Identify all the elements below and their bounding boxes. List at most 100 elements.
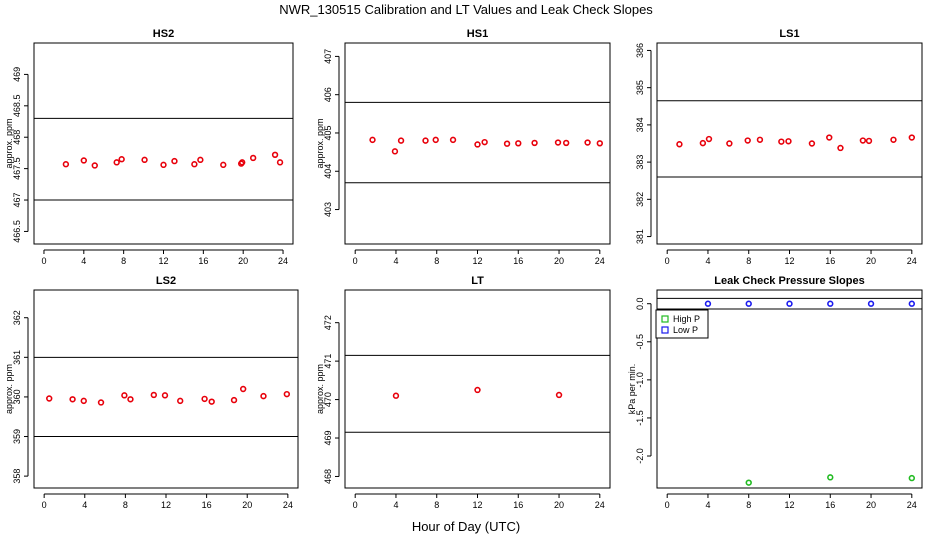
y-tick-label: 386: [635, 43, 645, 58]
x-tick-label: 4: [393, 256, 398, 266]
x-tick-label: 8: [746, 256, 751, 266]
y-axis-label: approx. ppm: [315, 364, 325, 414]
data-point: [704, 300, 712, 307]
x-tick-label: 20: [554, 256, 564, 266]
data-point: [238, 159, 246, 166]
y-tick-label: -1.0: [635, 372, 645, 388]
x-tick-label: 12: [784, 500, 794, 510]
x-tick-label: 12: [158, 256, 168, 266]
data-point: [432, 136, 439, 144]
x-tick-label: 12: [472, 500, 482, 510]
x-tick-label: 16: [198, 256, 208, 266]
data-point: [596, 140, 604, 147]
panel-hs1: HS1 0 4 8 12 16 20 24 403 404 405 406 407 approx. ppm: [315, 28, 611, 266]
data-point: [177, 397, 184, 405]
y-tick-label: 472: [323, 315, 333, 330]
y-tick-label: 469: [323, 431, 333, 446]
data-point: [422, 137, 429, 144]
data-point: [220, 161, 227, 169]
data-point: [837, 144, 844, 152]
y-tick-label: 382: [635, 192, 645, 207]
x-tick-label: 20: [866, 500, 876, 510]
x-tick-label: 24: [283, 500, 293, 510]
panel-ls1: LS1 0 4 8 12 16 20 24 381 382 383 384 385 386: [635, 28, 923, 266]
data-point: [276, 159, 284, 166]
x-tick-label: 16: [825, 500, 835, 510]
y-tick-label: 471: [323, 354, 333, 369]
y-tick-label: 385: [635, 80, 645, 95]
x-tick-label: 12: [161, 500, 171, 510]
legend-marker: [661, 315, 669, 323]
data-point: [141, 156, 148, 164]
x-axis: 0 4 8 12 16 20 24: [353, 249, 605, 266]
data-point: [865, 137, 873, 145]
data-point: [562, 139, 570, 147]
data-point: [69, 396, 76, 403]
data-point: [785, 138, 792, 145]
data-point: [271, 151, 279, 159]
data-point: [80, 397, 87, 405]
data-point: [778, 138, 785, 145]
panel-title: HS1: [467, 28, 488, 40]
y-tick-label: 362: [12, 310, 22, 325]
data-point: [150, 391, 158, 399]
x-tick-label: 4: [393, 500, 398, 510]
y-tick-label: -1.5: [635, 410, 645, 426]
data-point: [392, 392, 400, 399]
panel-frame: [344, 42, 611, 245]
panel-title: HS2: [153, 28, 174, 40]
data-point: [239, 385, 247, 393]
data-point: [397, 137, 405, 144]
y-tick-label: 470: [323, 392, 333, 407]
y-tick-label: 469: [12, 67, 22, 82]
x-tick-label: 24: [595, 500, 605, 510]
x-tick-label: 8: [746, 500, 751, 510]
x-tick-label: 4: [705, 500, 710, 510]
y-tick-label: 407: [323, 49, 333, 64]
data-point: [91, 162, 98, 169]
data-point: [554, 139, 562, 146]
legend-label: High P: [673, 314, 700, 324]
data-point: [908, 134, 916, 141]
data-point: [908, 300, 916, 307]
x-tick-label: 0: [665, 500, 670, 510]
x-tick-label: 0: [665, 256, 670, 266]
y-tick-label: 468.5: [12, 95, 22, 118]
y-tick-label: 358: [12, 469, 22, 484]
y-tick-label: 361: [12, 350, 22, 365]
data-point: [97, 399, 105, 406]
panel-leak-check-pressure-slopes: Leak Check Pressure Slopes 0 4 8 12 16 20 24 0.0…: [627, 275, 923, 510]
panel-lt: LT 0 4 8 12 16 20 24 468 469 470 471 472 approx. ppm: [315, 275, 611, 510]
data-point: [699, 139, 707, 147]
y-axis: 468 469 470 471 472: [323, 315, 340, 484]
data-point: [745, 479, 752, 486]
panel-title: LS1: [779, 28, 799, 40]
x-tick-label: 4: [82, 500, 87, 510]
x-tick-label: 0: [41, 256, 46, 266]
data-points: [62, 151, 284, 169]
x-tick-label: 20: [238, 256, 248, 266]
data-point: [826, 134, 833, 141]
y-axis-label: approx. ppm: [4, 364, 14, 414]
x-tick-label: 24: [595, 256, 605, 266]
x-axis: 0 4 8 12 16 20 24: [665, 249, 917, 266]
x-tick-label: 0: [42, 500, 47, 510]
y-tick-label: 466.5: [12, 220, 22, 243]
x-tick-label: 16: [825, 256, 835, 266]
x-tick-label: 16: [513, 500, 523, 510]
data-point: [745, 300, 752, 307]
data-point: [161, 392, 169, 399]
data-point: [249, 154, 257, 162]
y-tick-label: 360: [12, 389, 22, 404]
x-tick-label: 16: [513, 256, 523, 266]
y-tick-label: 405: [323, 125, 333, 140]
data-point: [197, 156, 204, 164]
data-point: [908, 474, 916, 482]
x-tick-label: 24: [907, 500, 917, 510]
x-tick-label: 20: [554, 500, 564, 510]
data-points: [46, 385, 291, 406]
y-tick-label: 383: [635, 155, 645, 170]
data-point: [531, 139, 538, 147]
x-tick-label: 8: [123, 500, 128, 510]
